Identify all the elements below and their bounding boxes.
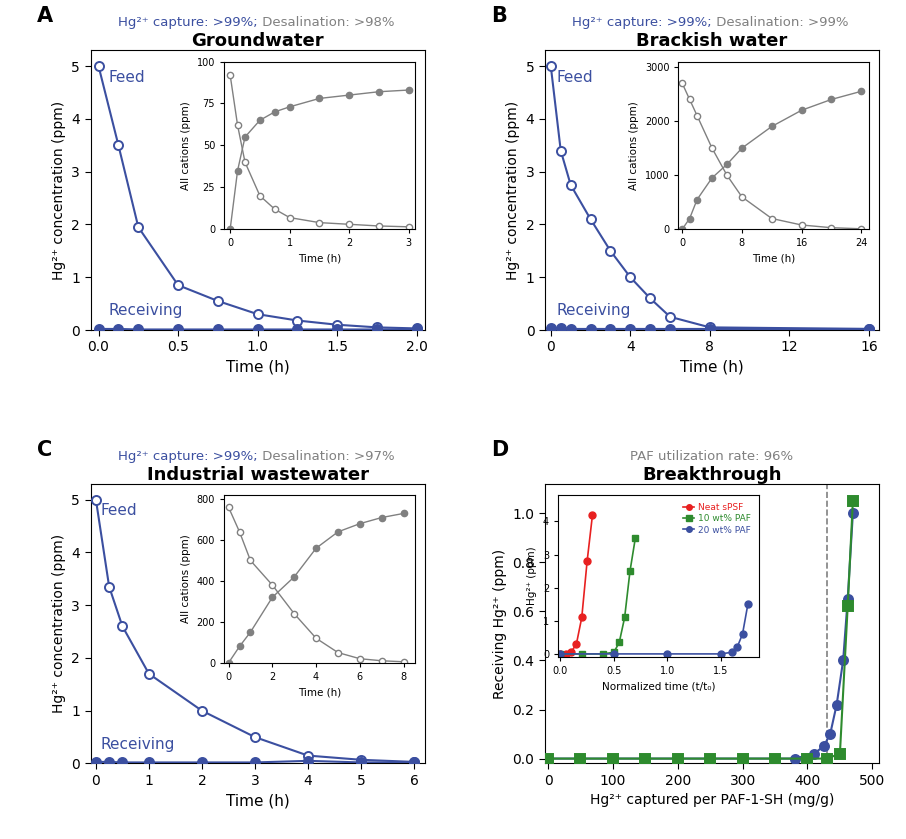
Y-axis label: Hg²⁺ concentration (ppm): Hg²⁺ concentration (ppm) [52,534,66,713]
Text: D: D [491,440,508,460]
Y-axis label: Hg²⁺ concentration (ppm): Hg²⁺ concentration (ppm) [506,101,520,279]
Title: Breakthrough: Breakthrough [642,466,782,484]
Text: C: C [37,440,53,460]
Text: Receiving: Receiving [101,737,175,752]
Text: Desalination: >99%: Desalination: >99% [712,17,848,29]
Text: Desalination: >98%: Desalination: >98% [257,17,394,29]
Title: Groundwater: Groundwater [191,33,324,50]
X-axis label: Time (h): Time (h) [680,360,744,375]
X-axis label: Hg²⁺ captured per PAF-1-SH (mg/g): Hg²⁺ captured per PAF-1-SH (mg/g) [590,794,834,807]
Text: B: B [491,7,507,26]
Text: Feed: Feed [108,70,145,85]
Y-axis label: Hg²⁺ concentration (ppm): Hg²⁺ concentration (ppm) [52,101,66,279]
Text: Feed: Feed [101,503,137,519]
Title: Brackish water: Brackish water [636,33,787,50]
Text: Receiving: Receiving [557,303,631,318]
X-axis label: Time (h): Time (h) [226,360,290,375]
Text: Receiving: Receiving [108,303,182,318]
Text: Desalination: >97%: Desalination: >97% [257,450,394,463]
X-axis label: Time (h): Time (h) [226,794,290,809]
Text: Hg²⁺ capture: >99%;: Hg²⁺ capture: >99%; [573,17,712,29]
Text: Hg²⁺ capture: >99%;: Hg²⁺ capture: >99%; [118,17,257,29]
Title: Industrial wastewater: Industrial wastewater [147,466,369,484]
Text: PAF utilization rate: 96%: PAF utilization rate: 96% [631,450,794,463]
Text: A: A [37,7,53,26]
Text: Feed: Feed [557,70,593,85]
Text: Hg²⁺ capture: >99%;: Hg²⁺ capture: >99%; [118,450,257,463]
Y-axis label: Receiving Hg²⁺ (ppm): Receiving Hg²⁺ (ppm) [493,549,506,699]
